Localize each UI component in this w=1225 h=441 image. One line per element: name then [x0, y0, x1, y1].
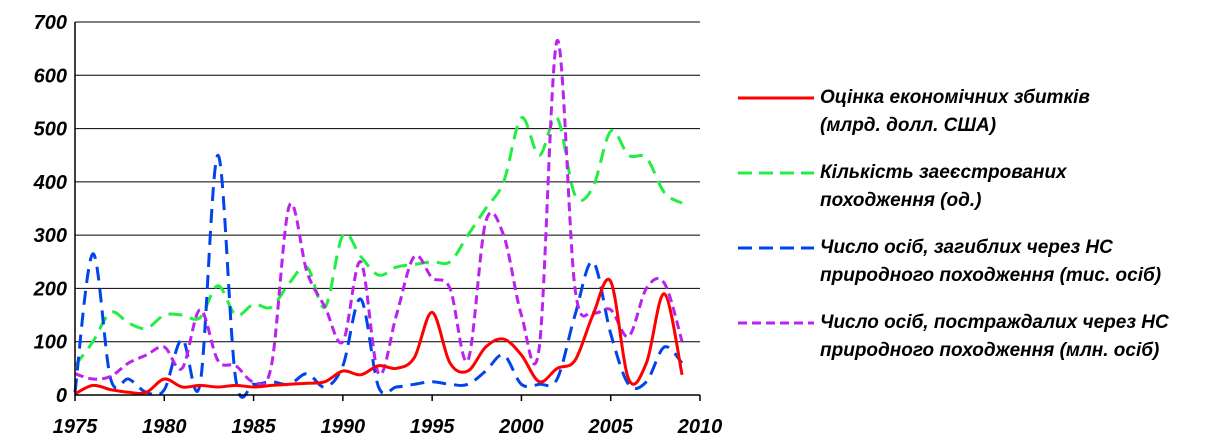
x-tick-label: 2005 — [587, 416, 633, 438]
legend-item-registered-count: Кількість заеєстрованих походження (од.) — [738, 159, 1225, 234]
y-tick-label: 100 — [34, 332, 67, 354]
x-tick-labels: 1975 1980 1985 1990 1995 2000 2005 2010 — [53, 395, 723, 438]
legend-item-economic-losses: Оцінка економічних збитків (млрд. долл. … — [738, 84, 1225, 159]
x-tick-label: 1980 — [142, 416, 187, 438]
legend-label-economic-losses-line1: Оцінка економічних збитків — [820, 87, 1090, 108]
legend-item-affected: Число осіб, постраждалих через НС природ… — [738, 309, 1225, 384]
y-tick-label: 200 — [33, 278, 67, 300]
x-tick-label: 2000 — [498, 416, 544, 438]
series-line-affected — [74, 39, 684, 387]
y-tick-labels: 0 100 200 300 400 500 600 700 — [33, 12, 67, 407]
legend-label-registered-count-line1: Кількість заеєстрованих — [820, 162, 1067, 183]
y-tick-label: 600 — [34, 65, 67, 87]
legend-label-deaths-line1: Число осіб, загиблих через НС — [820, 237, 1113, 258]
legend-label-deaths: Число осіб, загиблих через НС природного… — [820, 234, 1220, 290]
legend-label-economic-losses: Оцінка економічних збитків (млрд. долл. … — [820, 84, 1220, 140]
x-tick-label: 1995 — [410, 416, 455, 438]
y-tick-label: 0 — [56, 385, 67, 407]
legend-label-affected: Число осіб, постраждалих через НС природ… — [820, 309, 1220, 365]
y-tick-label: 300 — [34, 225, 67, 247]
legend-label-deaths-line2: природного походження (тис. осіб) — [820, 265, 1162, 286]
legend-swatch-economic-losses — [738, 96, 814, 100]
x-tick-label: 1985 — [231, 416, 276, 438]
legend-label-economic-losses-line2: (млрд. долл. США) — [820, 115, 997, 136]
series-line-registered-count — [73, 116, 683, 367]
x-tick-label: 1975 — [53, 416, 98, 438]
x-tick-label: 1990 — [321, 416, 366, 438]
legend-item-deaths: Число осіб, загиблих через НС природного… — [738, 234, 1225, 309]
y-tick-label: 400 — [33, 172, 67, 194]
legend-label-affected-line2: природного походження (млн. осіб) — [820, 340, 1160, 361]
series-line-economic-losses — [74, 277, 684, 396]
legend-swatch-registered-count — [738, 171, 814, 175]
legend-swatch-deaths — [738, 246, 814, 250]
gridlines — [75, 21, 700, 343]
y-tick-label: 500 — [34, 119, 67, 141]
legend-swatch-affected — [738, 321, 814, 325]
legend-label-registered-count: Кількість заеєстрованих походження (од.) — [820, 159, 1220, 215]
x-tick-label: 2010 — [677, 416, 723, 438]
legend: Оцінка економічних збитків (млрд. долл. … — [738, 84, 1225, 384]
series-line-deaths — [73, 153, 684, 399]
series-lines — [73, 39, 684, 399]
axes — [74, 22, 700, 396]
legend-label-affected-line1: Число осіб, постраждалих через НС — [820, 312, 1169, 333]
y-tick-label: 700 — [34, 12, 67, 34]
legend-label-registered-count-line2: походження (од.) — [820, 190, 982, 211]
